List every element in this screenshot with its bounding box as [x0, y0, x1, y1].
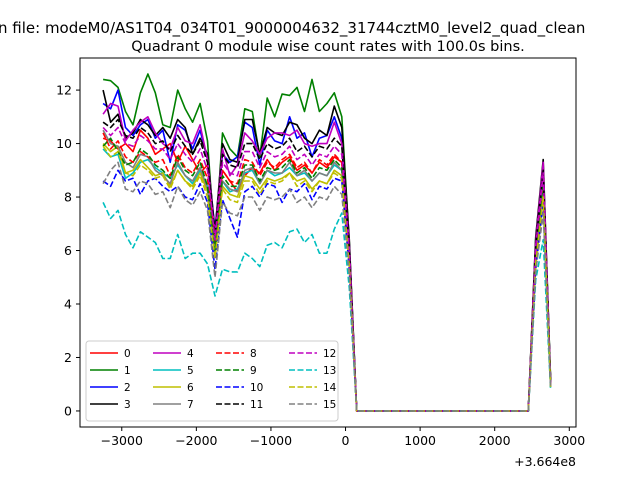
legend-label-6: 6 [187, 382, 194, 394]
x-tick-label: −2000 [175, 433, 217, 448]
y-tick-label: 6 [64, 243, 72, 258]
y-axis: 0 2 4 6 8 10 12 [56, 83, 80, 418]
x-tick-label: 2000 [479, 433, 511, 448]
legend-label-5: 5 [187, 365, 194, 377]
legend-label-1: 1 [124, 365, 131, 377]
series-line-9 [102, 137, 552, 412]
x-tick-label: −3000 [101, 433, 143, 448]
legend-label-12: 12 [323, 348, 336, 360]
x-tick-label: 0 [342, 433, 350, 448]
x-tick-label: 1000 [404, 433, 436, 448]
series-line-14 [102, 145, 552, 412]
y-tick-label: 0 [64, 403, 72, 418]
x-offset-label: +3.664e8 [514, 454, 576, 469]
x-tick-label: −1000 [250, 433, 292, 448]
x-axis: −3000 −2000 −1000 0 1000 2000 3000 [101, 427, 585, 448]
legend-label-7: 7 [187, 399, 194, 411]
legend-box [85, 340, 339, 422]
legend-label-13: 13 [323, 365, 336, 377]
series-line-12 [102, 126, 552, 412]
series-line-15 [102, 161, 552, 412]
legend-label-0: 0 [124, 348, 131, 360]
y-tick-label: 12 [56, 83, 72, 98]
legend-label-11: 11 [250, 399, 263, 411]
legend-label-2: 2 [124, 382, 131, 394]
x-tick-label: 3000 [553, 433, 585, 448]
legend-label-10: 10 [250, 382, 263, 394]
legend-label-4: 4 [187, 348, 194, 360]
y-tick-label: 10 [56, 136, 72, 151]
y-tick-label: 2 [64, 350, 72, 365]
legend-label-3: 3 [124, 399, 131, 411]
legend-label-15: 15 [323, 399, 336, 411]
y-tick-label: 4 [64, 297, 72, 312]
chart-title: Quadrant 0 module wise count rates with … [131, 39, 525, 55]
figure-suptitle: n file: modeM0/AS1T04_034T01_9000004632_… [0, 19, 585, 38]
legend-label-14: 14 [323, 382, 337, 394]
series-layer [102, 73, 552, 412]
axes-frame [79, 57, 577, 428]
series-line-13 [102, 202, 552, 412]
legend-label-8: 8 [250, 348, 257, 360]
y-tick-label: 8 [64, 190, 72, 205]
legend-label-9: 9 [250, 365, 257, 377]
